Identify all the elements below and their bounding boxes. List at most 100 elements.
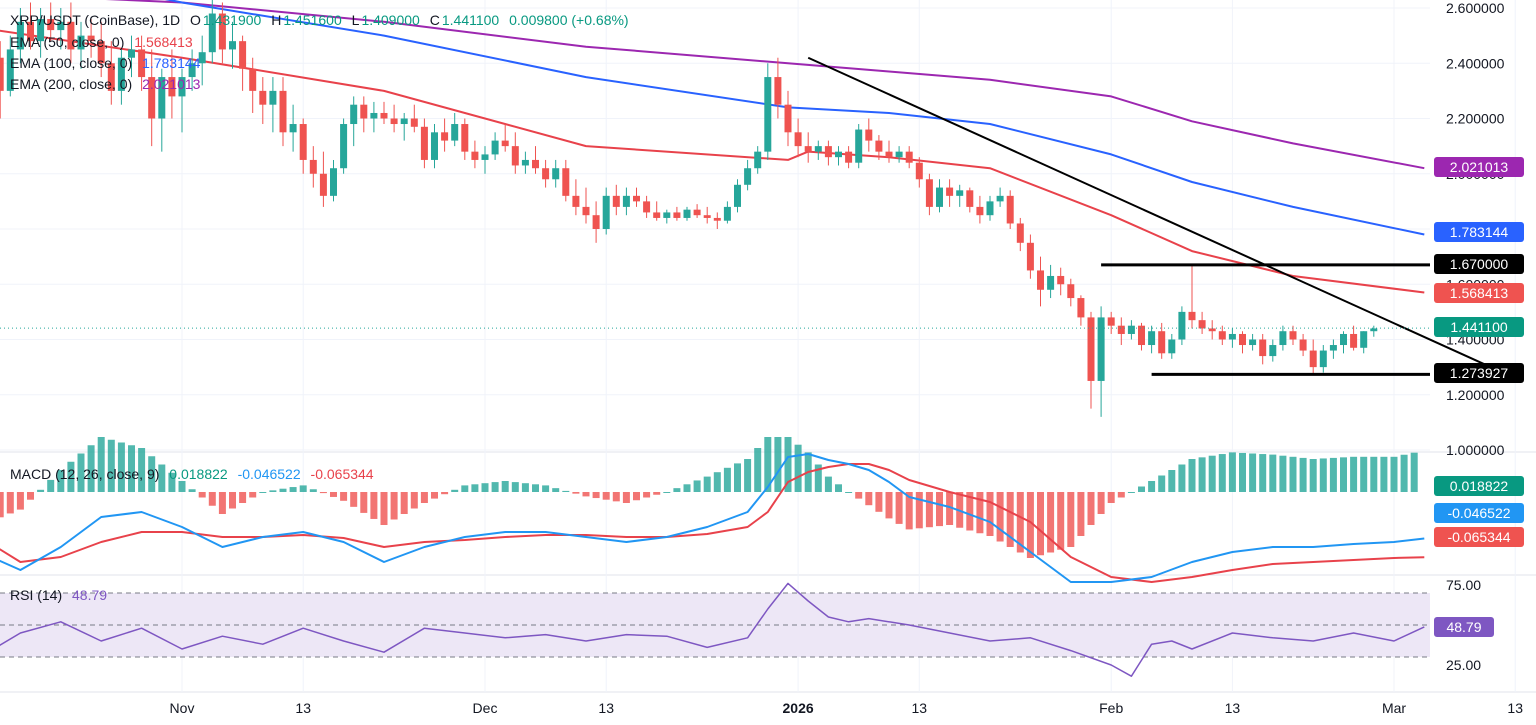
candle-body — [572, 195, 580, 207]
candle-body — [27, 21, 34, 42]
open-value: 1.431900 — [202, 12, 262, 28]
macd-histogram-bar — [794, 444, 802, 492]
candle-body — [1026, 242, 1034, 271]
candle-body — [1259, 339, 1267, 357]
macd-histogram-bar — [37, 489, 45, 492]
candle-body — [1208, 328, 1216, 332]
candle-body — [107, 63, 115, 91]
macd-histogram-bar — [168, 472, 176, 492]
macd-histogram-bar — [673, 488, 681, 492]
candle-body — [47, 19, 55, 31]
macd-histogram-bar — [1380, 456, 1388, 492]
time-axis-tick-label: Nov — [170, 700, 195, 716]
macd-histogram-bar — [905, 492, 913, 530]
price-axis-tick-label: 2.400000 — [1446, 55, 1505, 71]
ema200-value: 2.021013 — [142, 76, 201, 92]
macd-histogram-bar — [754, 448, 762, 492]
macd-histogram-bar — [117, 442, 125, 492]
candle-body — [915, 162, 923, 180]
rsi-axis-tick-label: 75.00 — [1446, 577, 1481, 593]
macd-histogram-bar — [845, 492, 853, 493]
candle-body — [1006, 195, 1014, 224]
price-axis-tick-label: 2.200000 — [1446, 111, 1505, 127]
macd-histogram-bar — [835, 484, 842, 492]
macd-histogram-bar — [198, 492, 206, 498]
rsi-badge: 48.79 — [1434, 617, 1494, 637]
candle-body — [350, 104, 358, 125]
macd-histogram-bar — [996, 492, 1004, 542]
macd-hist-value: 0.018822 — [169, 466, 228, 482]
candle-body — [754, 151, 762, 169]
macd-histogram-bar — [16, 492, 24, 510]
candle-body — [1269, 345, 1277, 357]
candle-body — [218, 13, 226, 50]
candle-body — [481, 154, 489, 160]
high-label: H — [271, 12, 282, 28]
time-axis-tick-label: 13 — [598, 700, 614, 716]
macd-histogram-bar — [289, 487, 297, 492]
macd-histogram-bar — [1309, 459, 1317, 492]
support-price-badge: 1.273927 — [1434, 363, 1524, 383]
candle-body — [269, 90, 277, 105]
macd-histogram-bar — [1006, 492, 1014, 547]
macd-histogram-bar — [441, 492, 449, 495]
rsi-axis-tick-label: 25.00 — [1446, 657, 1481, 673]
macd-histogram-bar — [1370, 456, 1378, 492]
macd-histogram-bar — [451, 489, 459, 492]
candle-body — [865, 129, 873, 141]
candle-body — [208, 13, 216, 53]
ema200-legend: EMA (200, close, 0) 2.021013 — [10, 74, 206, 94]
candle-body — [138, 49, 146, 78]
candle-body — [643, 201, 651, 213]
candle-body — [794, 132, 802, 147]
candle-body — [471, 151, 479, 160]
macd-label: MACD (12, 26, close, 9) — [10, 466, 160, 482]
candle-body — [966, 190, 974, 207]
macd-histogram-bar — [744, 459, 752, 492]
macd-histogram-bar — [915, 492, 923, 529]
candle-body — [1037, 270, 1044, 290]
candle-body — [1016, 223, 1024, 243]
macd-histogram-bar — [481, 483, 489, 492]
macd-histogram-bar — [309, 489, 317, 492]
macd-histogram-bar — [521, 483, 529, 492]
candle-body — [663, 212, 671, 218]
macd-histogram-bar — [986, 492, 994, 536]
candle-body — [1117, 325, 1125, 334]
macd-histogram-bar — [562, 490, 570, 492]
macd-histogram-bar — [208, 492, 216, 506]
ema50-price-badge: 1.568413 — [1434, 283, 1524, 303]
macd-histogram-bar — [1148, 481, 1156, 492]
macd-histogram-bar — [622, 492, 630, 503]
macd-histogram-bar — [824, 476, 832, 492]
candle-body — [1188, 311, 1196, 321]
macd-histogram-bar — [1329, 457, 1337, 492]
candle-body — [885, 151, 893, 158]
macd-histogram-bar — [1299, 457, 1307, 492]
candle-body — [764, 77, 772, 152]
candle-body — [1319, 350, 1327, 368]
candle-body — [723, 206, 731, 221]
macd-histogram-bar — [1228, 452, 1236, 492]
macd-histogram-bar — [0, 492, 4, 518]
candle-body — [67, 21, 75, 50]
candle-body — [360, 104, 368, 119]
candle-body — [703, 215, 711, 218]
macd-histogram-bar — [330, 492, 337, 497]
macd-histogram-bar — [511, 482, 519, 492]
candle-body — [532, 159, 539, 169]
time-axis-tick-label: Dec — [473, 700, 498, 716]
candle-body — [6, 49, 14, 91]
ema50-line — [0, 29, 1425, 294]
candle-body — [976, 206, 984, 216]
candle-body — [622, 195, 630, 207]
macd-histogram-bar — [582, 492, 590, 497]
change-value: 0.009800 (+0.68%) — [509, 12, 629, 28]
candle-body — [814, 146, 822, 152]
macd-histogram-bar — [663, 492, 671, 493]
macd-histogram-bar — [87, 445, 95, 492]
time-axis-tick-label: 2026 — [783, 700, 814, 716]
macd-histogram-bar — [1390, 456, 1398, 492]
macd-histogram-bar — [1097, 492, 1105, 514]
